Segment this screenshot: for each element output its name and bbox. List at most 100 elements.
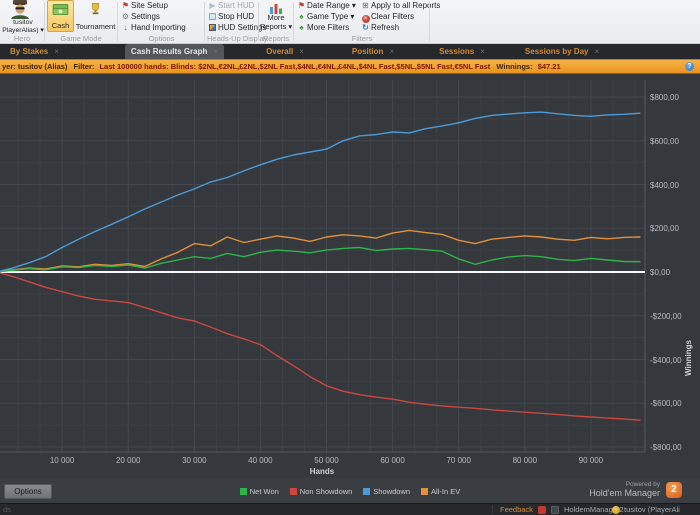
winnings-label: Winnings: [496, 62, 532, 71]
tournament-mode-label: Tournament [75, 22, 116, 31]
date-range-flag-icon: ⚑ [296, 0, 307, 11]
tab-overall[interactable]: Overall× [260, 44, 310, 59]
legend-all-in-ev[interactable]: All-In EV [421, 487, 460, 496]
tab-sessions[interactable]: Sessions× [433, 44, 491, 59]
x-tick-label: 50 000 [305, 456, 349, 465]
ribbon-group-label-options: Options [120, 34, 203, 43]
ribbon-separator [117, 2, 118, 41]
status-bar: ds Feedback HoldemManager2 tusitov (Play… [0, 503, 700, 515]
status-user-name[interactable]: tusitov (PlayerAli [624, 504, 680, 515]
stop-hud-button[interactable]: Stop HUD [207, 11, 254, 22]
ribbon-group-options: ⚑Site Setup ⚙Settings ↓Hand Importing Op… [120, 0, 203, 44]
x-axis-title: Hands [282, 467, 362, 476]
tab-close-icon[interactable]: × [54, 47, 59, 56]
cash-icon [52, 3, 69, 16]
date-range-button[interactable]: ⚑Date Range ▾ [296, 0, 356, 11]
tournament-mode-button[interactable]: Tournament [75, 0, 116, 32]
site-setup-flag-icon: ⚑ [120, 0, 131, 11]
ribbon-group-label-hud: Heads-Up Display [207, 34, 257, 43]
tab-close-icon[interactable]: × [299, 47, 304, 56]
hero-avatar[interactable] [9, 0, 31, 19]
feedback-link[interactable]: Feedback [500, 504, 533, 515]
tab-position[interactable]: Position× [346, 44, 400, 59]
filter-value-text: Last 100000 hands: Blinds: $2NL,€2NL,£2N… [99, 62, 490, 71]
x-tick-label: 70 000 [437, 456, 481, 465]
hero-player-name[interactable]: tusitov [0, 19, 46, 26]
ribbon-separator [204, 2, 205, 41]
y-axis-title: Winnings [684, 316, 693, 376]
x-tick-label: 20 000 [106, 456, 150, 465]
tab-close-icon[interactable]: × [595, 47, 600, 56]
ribbon-group-label-filters: Filters [296, 34, 428, 43]
ribbon-separator [429, 2, 430, 41]
tab-close-icon[interactable]: × [480, 47, 485, 56]
filter-label: Filter: [74, 62, 95, 71]
settings-gear-icon: ⚙ [120, 11, 131, 22]
ribbon-separator [44, 2, 45, 41]
more-reports-label-1: More [260, 13, 292, 22]
report-tab-bar: By Stakes× Cash Results Graph× Overall× … [0, 44, 700, 59]
ribbon-group-game-mode: Cash Tournament Game Mode [46, 0, 116, 44]
tab-cash-results-graph[interactable]: Cash Results Graph× [125, 44, 224, 59]
winnings-value: $47.21 [538, 62, 561, 71]
start-hud-play-icon: ▶ [207, 0, 218, 11]
ribbon: tusitov PlayerAlias) ▾ Hero Cash [0, 0, 700, 44]
y-tick-label: $600,00 [650, 137, 696, 146]
y-tick-label: -$800,00 [650, 443, 696, 452]
series-line-net-won [0, 248, 641, 273]
hm2-logo-icon[interactable]: 2 [666, 482, 682, 498]
legend-net-won[interactable]: Net Won [240, 487, 279, 496]
site-setup-button[interactable]: ⚑Site Setup [120, 0, 168, 11]
holdem-manager-window: tusitov PlayerAlias) ▾ Hero Cash [0, 0, 700, 515]
tab-close-icon[interactable]: × [389, 47, 394, 56]
refresh-icon: ↻ [360, 22, 371, 33]
game-type-button[interactable]: ♠Game Type ▾ [296, 11, 354, 22]
more-filters-button[interactable]: ♠More Filters [296, 22, 349, 33]
user-status-icon [612, 506, 620, 514]
tab-by-stakes[interactable]: By Stakes× [4, 44, 65, 59]
legend-non-showdown[interactable]: Non Showdown [290, 487, 353, 496]
clear-filters-button[interactable]: ×Clear Filters [360, 11, 414, 22]
apply-reports-icon: ⊞ [360, 0, 371, 11]
filter-player-text: yer: tusitov (Alias) [2, 62, 67, 71]
tournament-trophy-icon [89, 2, 102, 16]
start-hud-button[interactable]: ▶Start HUD [207, 0, 254, 11]
app-window-icon[interactable] [551, 506, 559, 514]
tab-close-icon[interactable]: × [213, 47, 218, 56]
x-tick-label: 30 000 [172, 456, 216, 465]
ribbon-group-label-reports: Reports [260, 34, 292, 43]
ribbon-separator [293, 2, 294, 41]
y-tick-label: $200,00 [650, 224, 696, 233]
ribbon-group-hud: ▶Start HUD Stop HUD HUD Settings Heads-U… [207, 0, 257, 44]
hero-player-alias[interactable]: PlayerAlias) ▾ [0, 26, 46, 34]
bottom-strip: Options Net Won Non Showdown Showdown Al… [0, 478, 700, 503]
cash-mode-button[interactable]: Cash [47, 0, 74, 32]
cash-results-graph: 10 000 20 000 30 000 40 000 50 000 60 000 70 0… [0, 74, 700, 478]
hand-importing-button[interactable]: ↓Hand Importing [120, 22, 186, 33]
y-tick-label: $0,00 [650, 268, 696, 277]
settings-button[interactable]: ⚙Settings [120, 11, 160, 22]
showdown-swatch-icon [363, 488, 370, 495]
filter-summary-bar[interactable]: yer: tusitov (Alias) Filter: Last 100000… [0, 59, 700, 74]
x-tick-label: 40 000 [238, 456, 282, 465]
more-reports-button[interactable]: More Reports ▾ [260, 0, 292, 32]
legend-showdown[interactable]: Showdown [363, 487, 410, 496]
hud-settings-grid-icon [207, 22, 218, 33]
refresh-button[interactable]: ↻Refresh [360, 22, 399, 33]
powered-by-text: Powered by [589, 481, 660, 488]
cash-mode-label: Cash [48, 21, 73, 30]
x-tick-label: 60 000 [371, 456, 415, 465]
status-separator [492, 505, 493, 514]
x-tick-label: 80 000 [503, 456, 547, 465]
notification-icon[interactable] [538, 506, 546, 514]
player-avatar-icon [9, 0, 31, 19]
status-left-fragment: ds [3, 504, 11, 515]
brand-text: Hold'em Manager [589, 488, 660, 498]
more-reports-label-2: Reports ▾ [260, 22, 292, 31]
y-tick-label: $400,00 [650, 181, 696, 190]
filter-info-icon[interactable]: ? [685, 62, 694, 71]
ribbon-separator [258, 2, 259, 41]
x-tick-label: 10 000 [40, 456, 84, 465]
game-type-icon: ♠ [296, 11, 307, 22]
tab-sessions-by-day[interactable]: Sessions by Day× [519, 44, 605, 59]
